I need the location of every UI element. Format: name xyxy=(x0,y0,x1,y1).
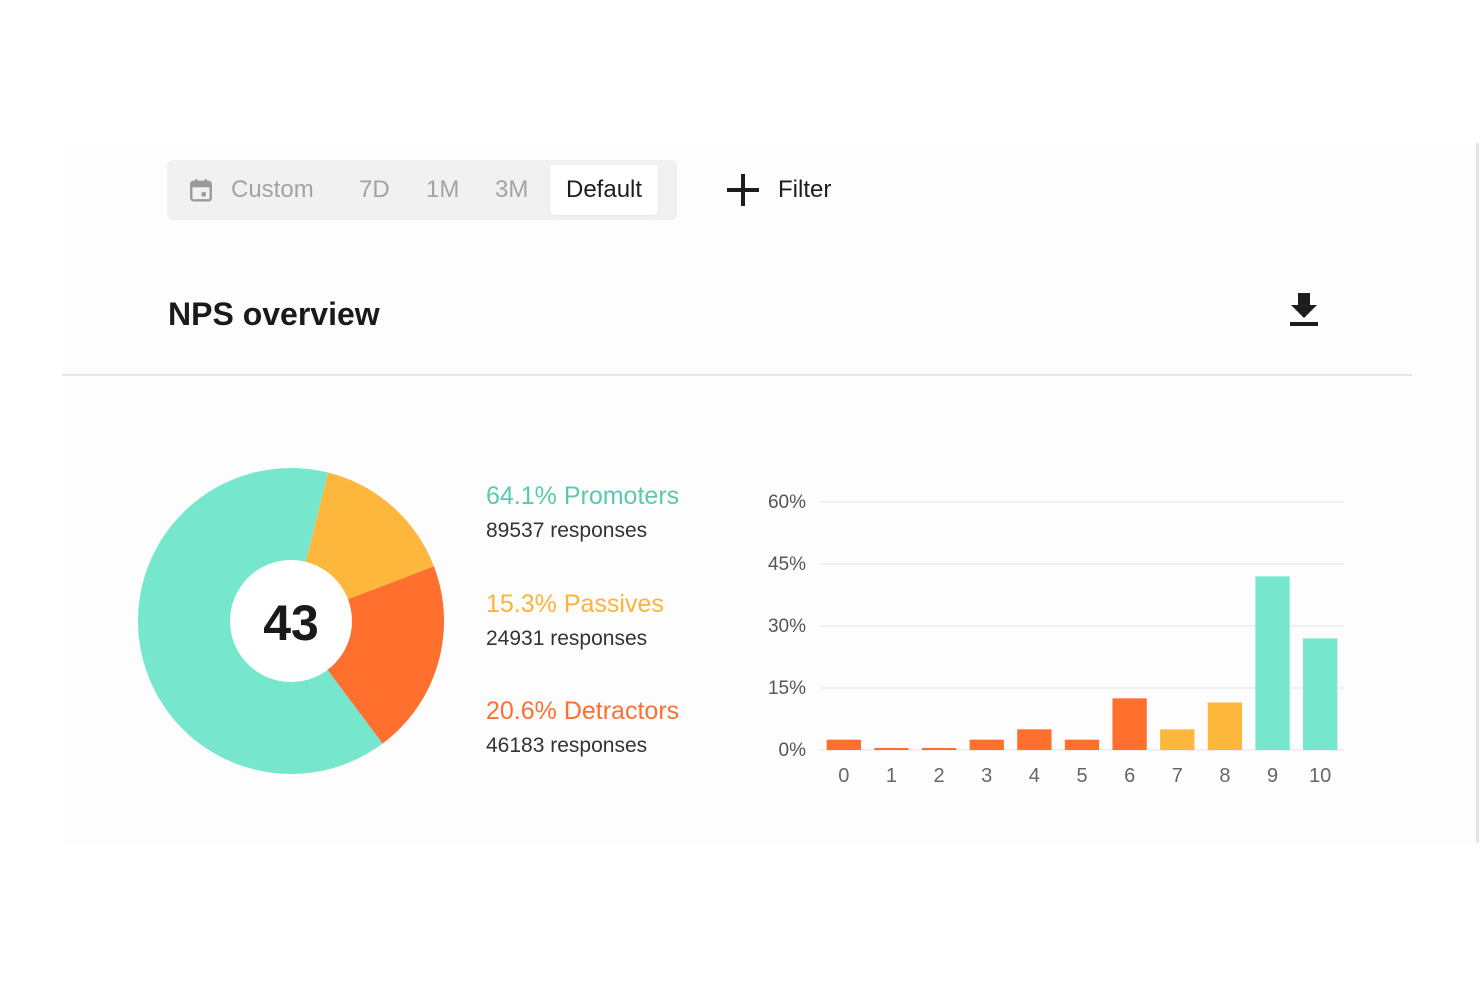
download-icon[interactable] xyxy=(1286,290,1322,330)
bar-score-0 xyxy=(826,739,861,750)
plus-icon xyxy=(727,174,759,206)
detractors-responses: 46183 responses xyxy=(486,734,648,757)
y-tick-label: 60% xyxy=(768,492,806,513)
x-tick-label: 3 xyxy=(981,765,992,787)
bar-score-4 xyxy=(1017,729,1052,750)
x-tick-label: 5 xyxy=(1076,765,1087,787)
range-7d[interactable]: 7D xyxy=(359,176,390,203)
bar-score-6 xyxy=(1112,698,1147,750)
date-range-selector: Custom 7D 1M 3M Default xyxy=(167,160,677,220)
legend-promoters: 64.1% Promoters 89537 responses xyxy=(486,482,679,543)
donut-center xyxy=(230,560,352,682)
x-tick-label: 10 xyxy=(1309,765,1331,787)
panel-edge xyxy=(1476,143,1479,843)
score-distribution-chart: 0% 15% 30% 45% 60% 0 1 2 3 4 5 6 7 8 9 10 xyxy=(768,492,1344,787)
bar-score-10 xyxy=(1303,638,1338,750)
y-tick-label: 30% xyxy=(768,616,806,637)
page-title: NPS overview xyxy=(168,296,380,332)
add-filter-button[interactable]: Filter xyxy=(724,170,831,210)
x-tick-label: 8 xyxy=(1219,765,1230,787)
passives-label: 15.3% Passives xyxy=(486,590,664,618)
x-tick-label: 6 xyxy=(1124,765,1135,787)
y-tick-label: 0% xyxy=(779,740,807,761)
x-tick-label: 4 xyxy=(1029,765,1040,787)
legend-passives: 15.3% Passives 24931 responses xyxy=(486,590,664,651)
bar-score-5 xyxy=(1064,739,1100,750)
bar-score-7 xyxy=(1160,729,1195,750)
x-tick-label: 7 xyxy=(1172,765,1183,787)
bar-score-2 xyxy=(921,747,957,750)
x-tick-label: 1 xyxy=(886,765,897,787)
nps-donut-chart: 43 xyxy=(138,468,444,774)
legend-detractors: 20.6% Detractors 46183 responses xyxy=(486,697,679,758)
x-tick-label: 0 xyxy=(838,765,849,787)
detractors-label: 20.6% Detractors xyxy=(486,697,680,725)
section-divider xyxy=(62,374,1412,376)
range-custom[interactable]: Custom xyxy=(231,176,314,203)
bar-score-3 xyxy=(969,739,1004,750)
x-tick-label: 2 xyxy=(934,765,945,787)
bar-score-8 xyxy=(1207,702,1243,750)
promoters-responses: 89537 responses xyxy=(486,519,648,542)
passives-responses: 24931 responses xyxy=(486,627,648,650)
y-tick-label: 45% xyxy=(768,554,806,575)
calendar-icon[interactable] xyxy=(188,177,214,203)
nps-score: 43 xyxy=(263,595,319,651)
y-tick-label: 15% xyxy=(768,678,806,699)
bar-score-9 xyxy=(1255,576,1290,750)
bar-score-1 xyxy=(874,747,909,750)
range-default[interactable]: Default xyxy=(550,165,659,215)
filter-label: Filter xyxy=(778,176,832,203)
range-1m[interactable]: 1M xyxy=(426,176,460,203)
range-3m[interactable]: 3M xyxy=(495,176,529,203)
promoters-label: 64.1% Promoters xyxy=(486,482,680,510)
x-tick-label: 9 xyxy=(1267,765,1278,787)
